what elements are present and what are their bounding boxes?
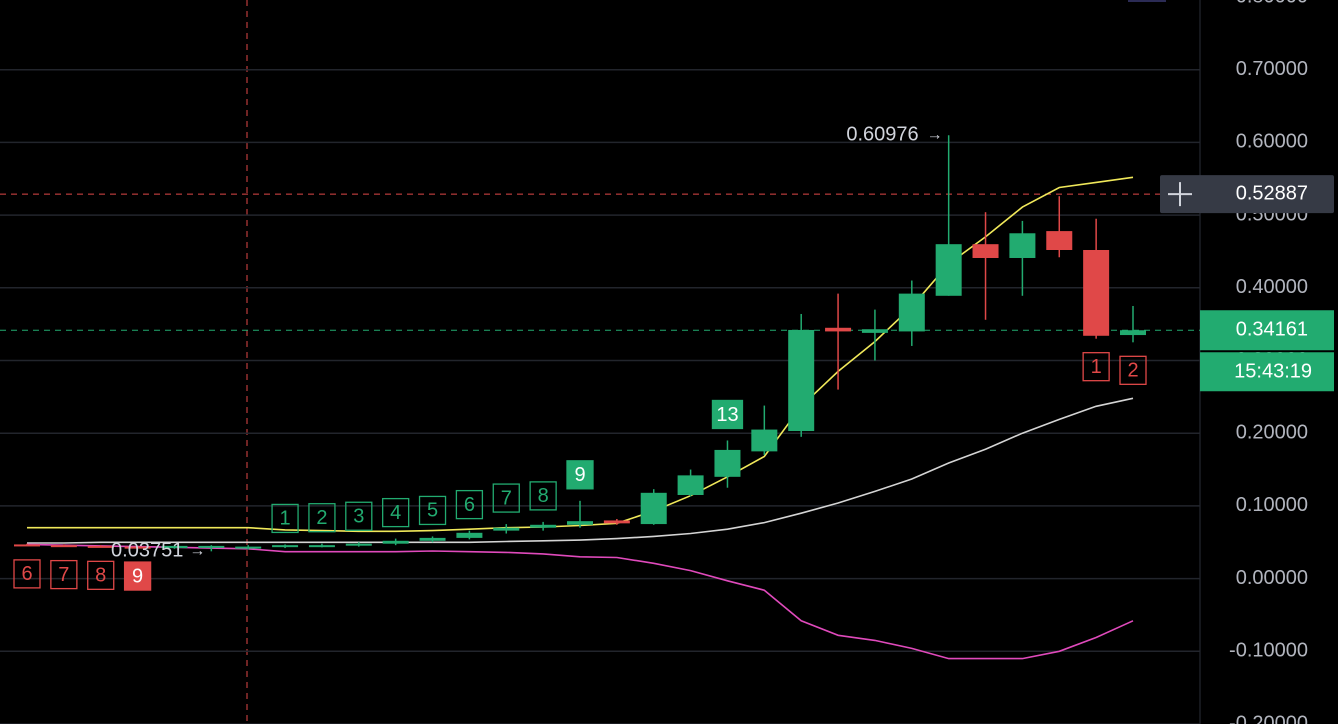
count-label: 9 <box>574 464 585 486</box>
candle-body <box>50 545 77 548</box>
countdown-label: 15:43:19 <box>1234 361 1312 383</box>
candle-body <box>382 540 409 544</box>
last-price-label: 0.34161 <box>1236 319 1308 341</box>
candle-body <box>567 521 593 525</box>
count-label: 8 <box>95 565 106 587</box>
candle-body <box>14 544 40 547</box>
toolbar-tab <box>1128 0 1166 2</box>
crosshair-price-label: 0.52887 <box>1236 182 1308 204</box>
count-label: 3 <box>353 506 364 528</box>
y-tick-label: 0.20000 <box>1236 421 1308 443</box>
high-annotation: 0.60976 <box>846 124 918 146</box>
count-label: 9 <box>132 565 143 587</box>
crosshair-plus-icon <box>1168 182 1192 207</box>
count-box <box>308 503 336 533</box>
count-label: 8 <box>538 485 549 507</box>
count-box <box>50 559 78 590</box>
candle-body <box>640 492 667 525</box>
count-box <box>382 497 410 528</box>
candle-body <box>861 329 888 333</box>
candle-body <box>1009 233 1036 258</box>
count-label: 5 <box>427 500 438 522</box>
candle-body <box>419 537 446 541</box>
count-label: 6 <box>21 563 32 585</box>
count-label: 2 <box>316 507 327 529</box>
count-box <box>1082 352 1110 382</box>
count-label: 1 <box>280 508 291 530</box>
candle-body <box>603 520 630 524</box>
y-tick-label: 0.80000 <box>1236 0 1308 7</box>
count-box <box>566 460 594 490</box>
count-label: 1 <box>1091 356 1102 378</box>
candle-body <box>825 327 852 332</box>
candle-body <box>456 532 483 538</box>
candle-body <box>714 449 741 477</box>
count-label: 13 <box>716 404 738 426</box>
countdown-box <box>1200 352 1334 392</box>
candle-body <box>751 429 778 452</box>
candle-body <box>345 543 372 546</box>
count-label: 7 <box>501 487 512 509</box>
candle-body <box>87 545 114 548</box>
candle-body <box>198 545 225 548</box>
candle-body <box>1120 330 1146 336</box>
candle-body <box>972 244 999 258</box>
candle-body <box>308 545 335 548</box>
high-arrow: → <box>927 127 943 144</box>
candle-body <box>530 524 557 528</box>
low-arrow: → <box>189 543 205 560</box>
count-box <box>87 560 115 590</box>
y-tick-label: 0.60000 <box>1236 131 1308 153</box>
count-box <box>123 561 152 591</box>
count-box <box>492 483 520 513</box>
candle-body <box>788 329 815 432</box>
y-tick-label: 0.70000 <box>1236 58 1308 80</box>
candle-body <box>493 527 520 531</box>
count-label: 2 <box>1127 360 1138 382</box>
candle-body <box>124 546 151 549</box>
count-box <box>711 399 744 430</box>
candle-body <box>1083 249 1110 336</box>
count-box <box>271 503 299 534</box>
count-box <box>529 481 557 511</box>
indicator-line <box>27 397 1134 544</box>
count-box <box>345 501 373 531</box>
count-label: 6 <box>464 494 475 516</box>
y-tick-label: 0.40000 <box>1236 276 1308 298</box>
candle-body <box>898 293 925 332</box>
count-label: 7 <box>58 564 69 586</box>
candle-body <box>1046 231 1073 250</box>
count-box <box>1119 355 1147 385</box>
last-price-box <box>1200 310 1334 351</box>
y-tick-label: -0.10000 <box>1229 640 1308 662</box>
y-tick-label: -0.20000 <box>1229 712 1308 724</box>
y-tick-label: 0.00000 <box>1236 567 1308 589</box>
candle-body <box>677 475 704 495</box>
count-box <box>455 489 484 520</box>
low-annotation: 0.03751 <box>111 540 183 562</box>
count-box <box>418 495 447 526</box>
candle-body <box>272 545 299 548</box>
candle-body <box>235 546 262 549</box>
y-tick-label: 0.10000 <box>1236 494 1308 516</box>
candle-body <box>935 244 962 296</box>
count-box <box>13 559 41 589</box>
crosshair-price-box <box>1160 175 1334 214</box>
candle-body <box>161 545 188 549</box>
count-label: 4 <box>390 502 401 524</box>
